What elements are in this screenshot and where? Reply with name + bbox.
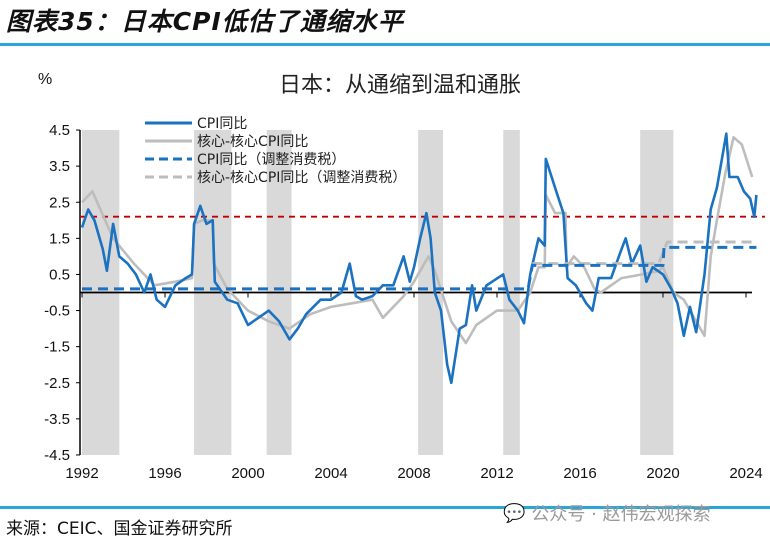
x-tick-label: 1996 xyxy=(148,465,181,482)
y-tick-label: -3.5 xyxy=(44,411,70,428)
watermark-text: 公众号 · 赵伟宏观探索 xyxy=(531,504,711,525)
chart-title: 日本：从通缩到温和通胀 xyxy=(279,73,521,98)
x-tick-label: 2008 xyxy=(397,465,430,482)
y-tick-label: 3.5 xyxy=(49,158,70,175)
bottom-divider xyxy=(0,506,770,509)
y-tick-label: 0.5 xyxy=(49,266,70,283)
y-tick-label: -1.5 xyxy=(44,339,70,356)
x-tick-label: 2012 xyxy=(480,465,513,482)
series-line-3 xyxy=(532,240,757,266)
source-note: 来源：CEIC、国金证券研究所 xyxy=(6,519,233,539)
watermark: 💬 公众号 · 赵伟宏观探索 xyxy=(503,500,711,526)
y-unit-label: % xyxy=(38,71,52,88)
figure-title: 图表35：日本CPI低估了通缩水平 xyxy=(6,7,404,36)
y-tick-label: -0.5 xyxy=(44,303,70,320)
y-tick-label: 1.5 xyxy=(49,230,70,247)
chart: % 日本：从通缩到温和通胀 4.5 3.5 2.5 1.5 0.5 -0.5 -1.5 -2.… xyxy=(38,71,765,482)
y-tick-label: -4.5 xyxy=(44,447,70,464)
x-tick-label: 2020 xyxy=(646,465,679,482)
legend-label: 核心-核心CPI同比（调整消费税） xyxy=(197,170,406,186)
wechat-icon: 💬 xyxy=(503,502,526,524)
x-tick-label: 2016 xyxy=(563,465,596,482)
x-tick-label: 2024 xyxy=(729,465,762,482)
series-line-0 xyxy=(80,132,758,385)
x-tick-label: 1992 xyxy=(65,465,98,482)
y-tick-label: 4.5 xyxy=(49,122,70,139)
legend-label: 核心-核心CPI同比 xyxy=(197,134,308,150)
x-tick-label: 2004 xyxy=(314,465,347,482)
series-line-2 xyxy=(82,245,757,291)
legend-label: CPI同比（调整消费税） xyxy=(197,152,345,168)
legend-label: CPI同比 xyxy=(197,116,247,132)
y-tick-label: -2.5 xyxy=(44,375,70,392)
y-tick-label: 2.5 xyxy=(49,194,70,211)
x-tick-label: 2000 xyxy=(231,465,264,482)
top-divider xyxy=(0,43,770,46)
